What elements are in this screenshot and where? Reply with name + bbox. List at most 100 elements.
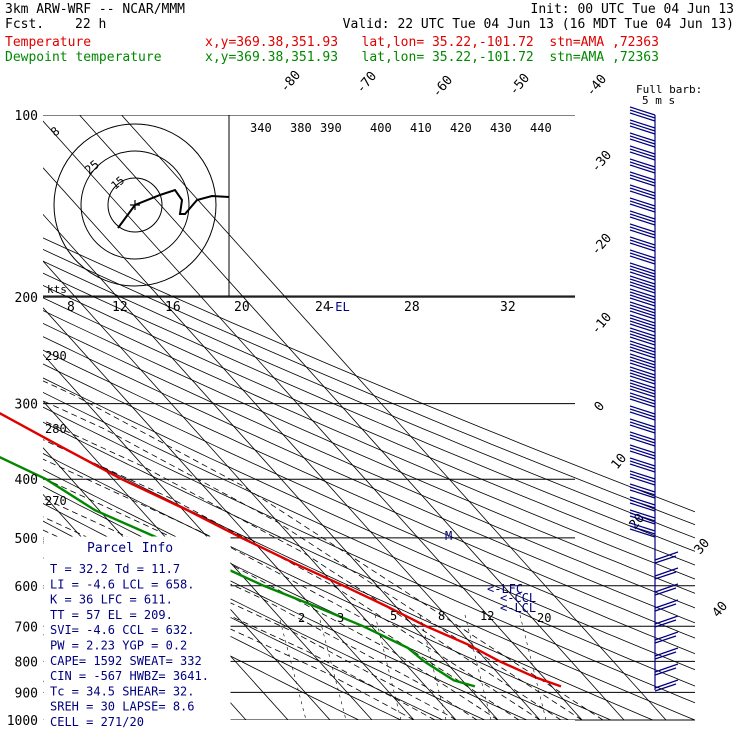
legend-dewpoint-info: x,y=369.38,351.93 lat,lon= 35.22,-101.72… [205,50,659,65]
wind-barb [629,408,656,418]
parcel-row: SREH = 30 LAPSE= 8.6 [50,700,195,714]
isotherm-label: 30 [692,536,714,558]
theta-label: 430 [490,121,512,135]
wind-barb [629,470,656,480]
wind-barb [629,362,656,372]
wind-barb [629,291,656,301]
wind-barb [629,320,656,330]
wind-barb [629,515,656,525]
wind-barb [629,197,656,207]
wind-barb [629,171,656,181]
wind-barb [654,571,677,580]
dry-adiabat [43,297,695,580]
parcel-row: T = 32.2 Td = 11.7 [50,562,180,576]
isotherm-line [43,167,541,720]
wind-barb [629,434,656,444]
ccl-marker: <-CCL [500,591,536,605]
wind-barb [629,112,656,122]
mixing-ratio-label: 20 [537,611,551,625]
wind-barb [629,135,656,145]
wind-barb [629,151,656,161]
wind-barb [629,125,656,135]
wind-barb [629,317,656,327]
wind-barb [629,184,656,194]
wind-barb [629,528,656,538]
wind-barb [629,398,656,408]
wind-barb [629,106,656,116]
wind-barb [654,651,677,660]
mixing-ratio-label: 8 [67,300,75,315]
theta-label: 290 [45,349,67,363]
wind-barb [629,304,656,314]
isotherm-line [121,115,667,720]
m-marker: M [445,529,452,543]
wind-barb [629,349,656,359]
wind-barb [654,635,677,644]
wind-barb [629,187,656,197]
wind-barb [629,369,656,379]
wind-barb [629,249,656,259]
pressure-label: 900 [15,686,38,701]
pressure-label: 100 [15,109,38,124]
forecast-value: 22 h [75,17,107,32]
wind-barb [629,496,656,506]
parcel-title: Parcel Info [87,541,173,556]
hodograph-ring [107,177,163,233]
wind-barb [629,476,656,486]
legend-dewpoint: Dewpoint temperature [5,50,162,65]
wind-barb [629,522,656,532]
isotherm-line [43,213,499,720]
isotherm-label: 40 [710,599,732,621]
moist-adiabat [43,420,562,720]
wind-barb [629,301,656,311]
wind-barb [654,587,677,596]
wind-barb [629,284,656,294]
dry-adiabat [43,391,695,687]
dry-adiabat [43,437,653,720]
mixing-ratio-label: 16 [165,300,181,315]
wind-barb [629,158,656,168]
wind-barb [629,499,656,509]
isotherm-line [43,307,415,720]
model-title: 3km ARW-WRF -- NCAR/MMM [5,2,186,17]
hodograph-ring-label: 15 [109,174,128,192]
wind-barb [629,229,656,239]
wind-barb [629,288,656,298]
wind-barb [629,148,656,158]
wind-barb [629,307,656,317]
mixing-ratio-label: 20 [234,300,250,315]
wind-barb [629,132,656,142]
wind-barb [629,161,656,171]
wind-barb [629,366,656,376]
wind-barb [629,265,656,275]
wind-barb [629,242,656,252]
isotherm-line [79,115,625,720]
wind-barb [629,294,656,304]
el-marker: -EL [328,300,350,314]
dry-adiabat [43,323,695,609]
wind-barb [629,177,656,187]
wind-barb [629,223,656,233]
isotherm-line [43,400,331,720]
wind-barb [629,314,656,324]
wind-barb [629,356,656,366]
wind-barb [654,679,679,689]
wind-barb [629,359,656,369]
parcel-row: CAPE= 1592 SWEAT= 332 [50,654,202,668]
parcel-row: LI = -4.6 LCL = 658. [50,577,195,591]
wind-barb [629,226,656,236]
parcel-row: CIN = -567 HWBZ= 3641. [50,669,209,683]
pressure-label: 700 [15,620,38,635]
wind-barb [629,297,656,307]
wind-barb [654,631,679,641]
wind-barb [629,525,656,535]
wind-barb [629,437,656,447]
dry-adiabat [43,377,695,671]
wind-barb [629,375,656,385]
wind-barb [654,583,679,593]
wind-barb [629,145,656,155]
pressure-label: 1000 [7,714,38,729]
wind-barb [629,447,656,457]
